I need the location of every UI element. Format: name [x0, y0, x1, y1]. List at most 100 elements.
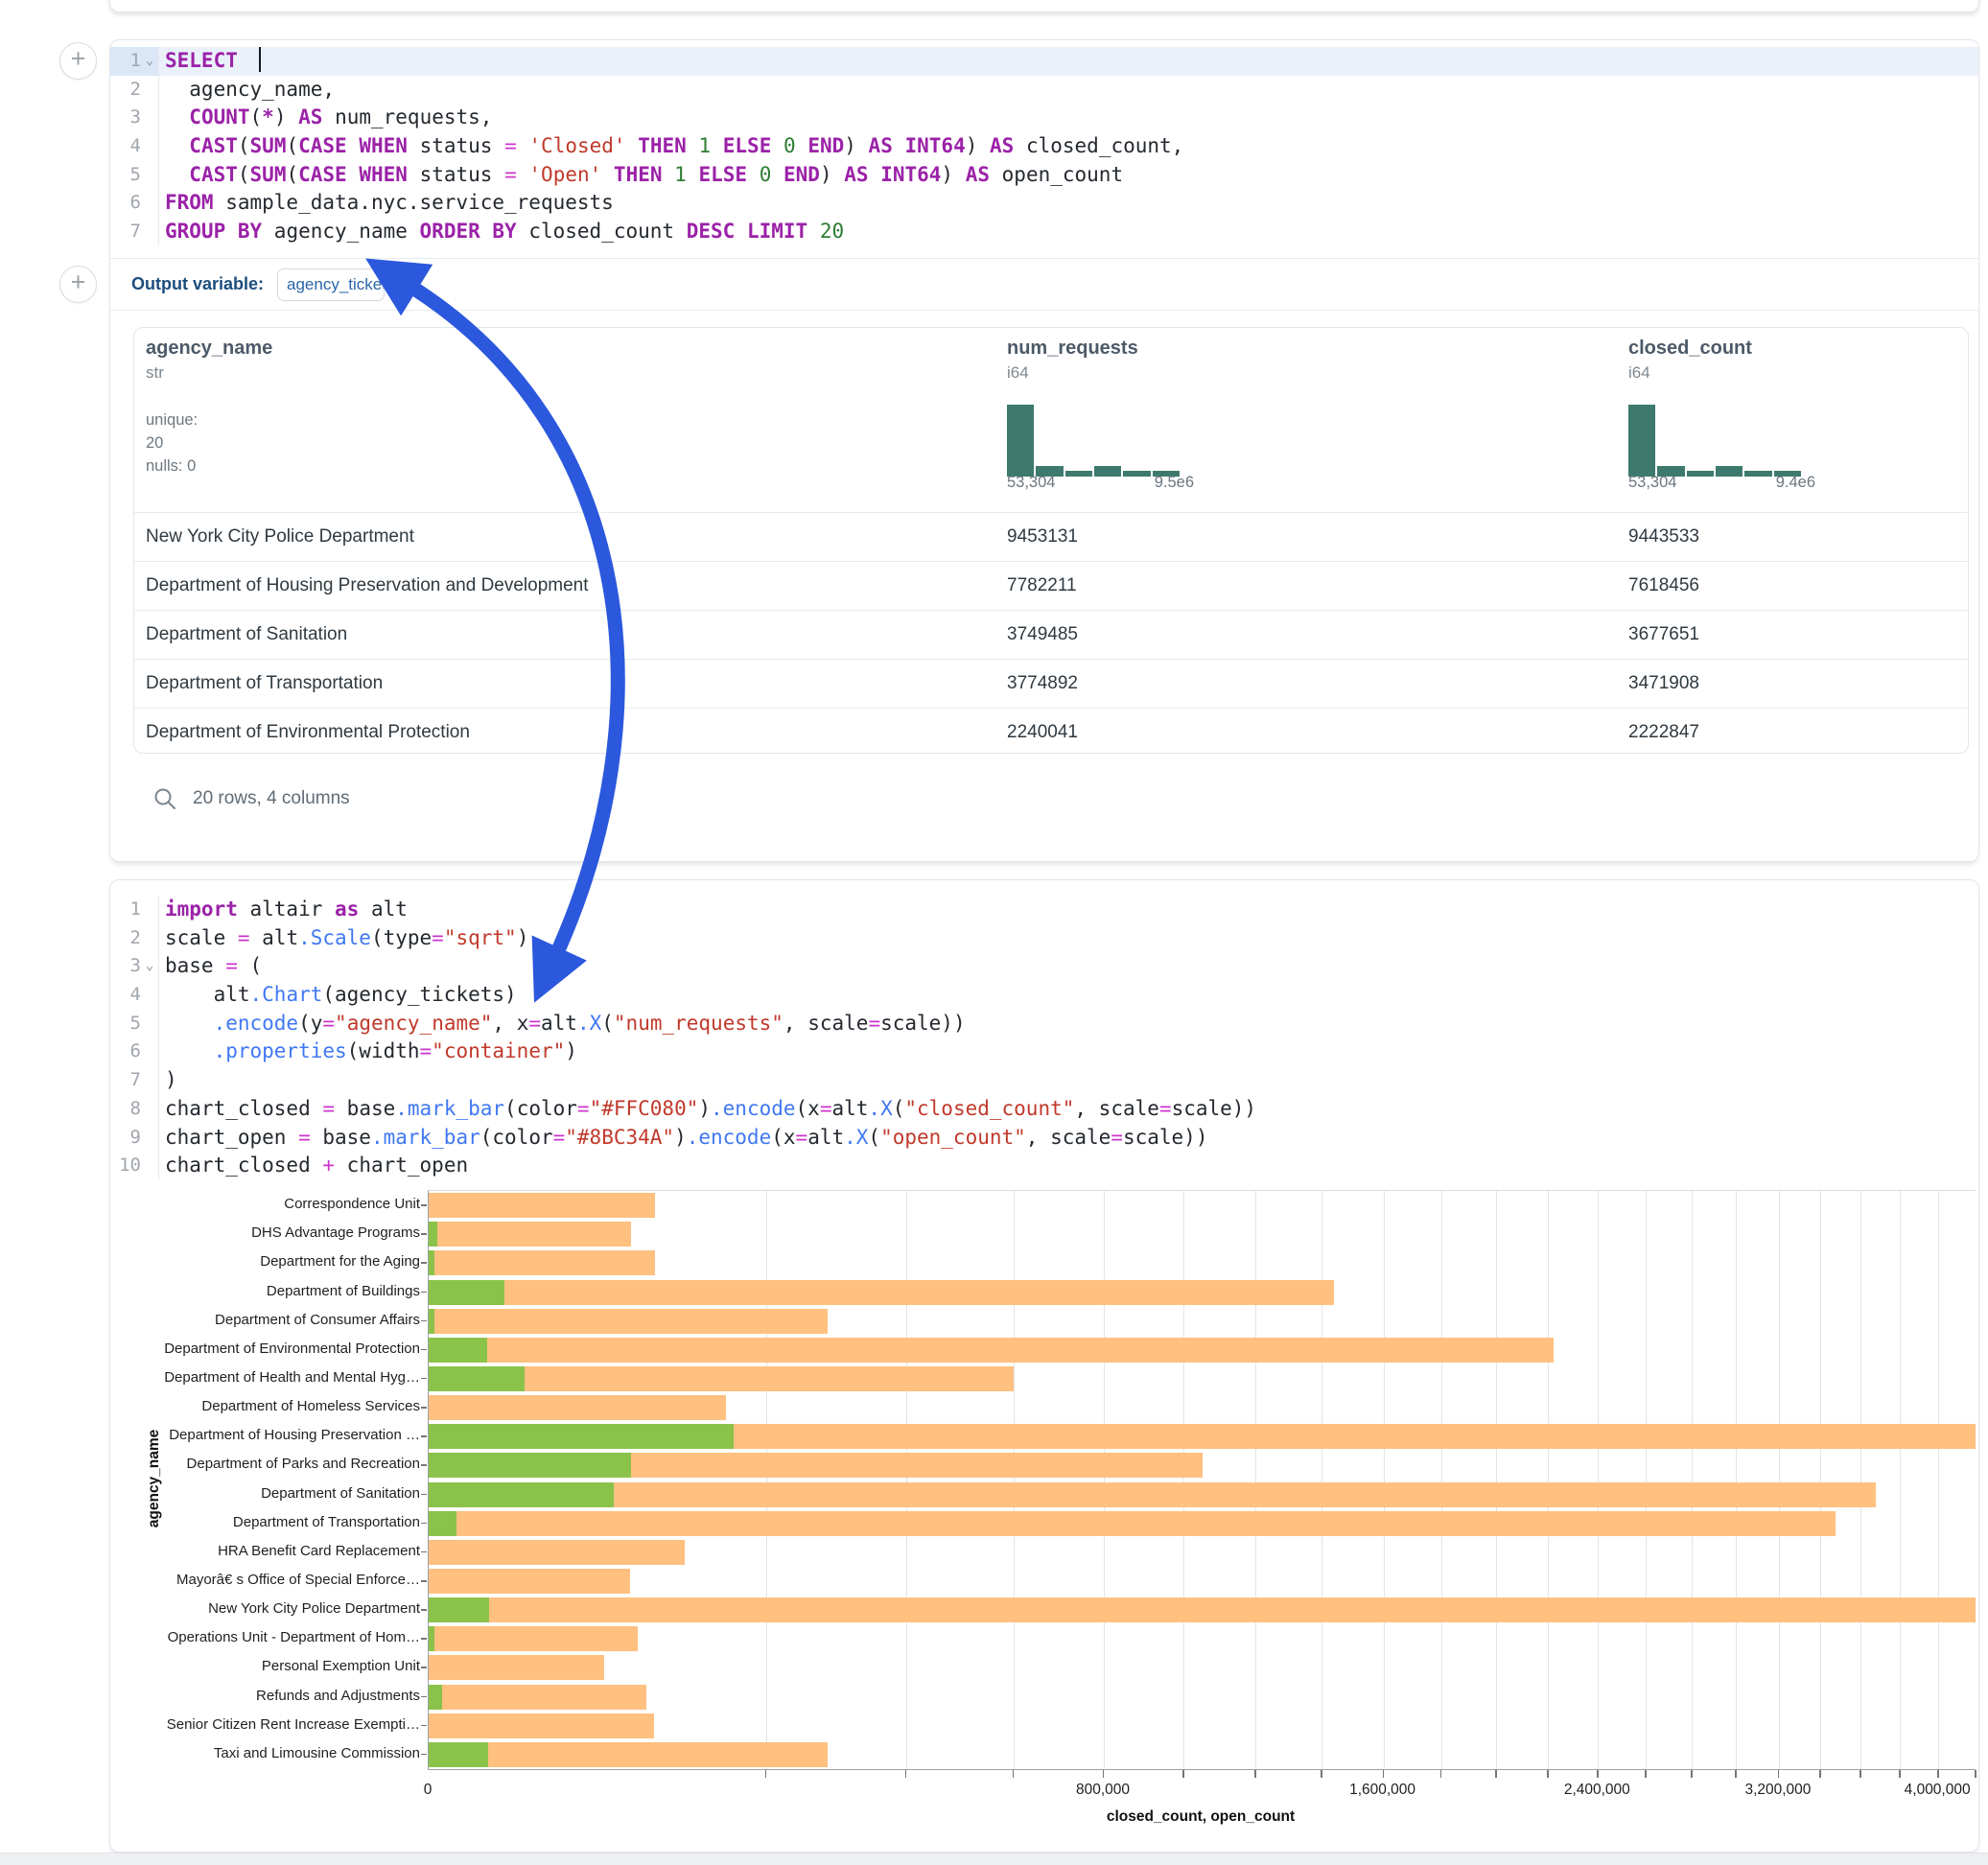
- x-axis-tick: [1495, 1770, 1497, 1778]
- table-cell: 7618456: [1628, 562, 1699, 610]
- output-variable-pill[interactable]: agency_tickets: [277, 268, 385, 301]
- x-axis-tick: [1859, 1770, 1861, 1778]
- code-line[interactable]: 6 .properties(width="container"): [110, 1037, 1978, 1066]
- open-count-bar: [429, 1250, 434, 1275]
- open-count-bar: [429, 1453, 631, 1478]
- gridline: [1255, 1191, 1256, 1769]
- y-axis-tick: [421, 1523, 427, 1525]
- table-cell: Department of Transportation: [146, 660, 383, 708]
- search-icon[interactable]: [152, 786, 177, 811]
- table-row[interactable]: Department of Sanitation37494853677651: [134, 610, 1968, 659]
- open-count-bar: [429, 1597, 489, 1622]
- closed-count-bar: [429, 1626, 638, 1651]
- code-line[interactable]: 8chart_closed = base.mark_bar(color="#FF…: [110, 1095, 1978, 1124]
- gridline: [1646, 1191, 1647, 1769]
- gridline: [1938, 1191, 1939, 1769]
- previous-cell-edge: [109, 0, 1979, 12]
- y-axis-tick: [421, 1754, 427, 1756]
- column-histogram: [1007, 405, 1180, 477]
- histogram-min: 53,304: [1007, 474, 1055, 492]
- x-axis-tick: [765, 1770, 767, 1778]
- code-line[interactable]: 6FROM sample_data.nyc.service_requests: [110, 189, 1978, 218]
- code-line[interactable]: 7): [110, 1066, 1978, 1095]
- table-row[interactable]: Department of Transportation377489234719…: [134, 659, 1968, 708]
- code-text: CAST(SUM(CASE WHEN status = 'Closed' THE…: [158, 132, 1978, 161]
- open-count-bar: [429, 1309, 434, 1334]
- code-line[interactable]: 3⌄base = (: [110, 952, 1978, 981]
- y-axis-label: Department of Parks and Recreation: [123, 1450, 420, 1479]
- table-row[interactable]: New York City Police Department 9453131 94…: [134, 512, 1968, 561]
- histogram-max: 9.5e6: [1155, 474, 1194, 492]
- add-cell-button[interactable]: +: [59, 266, 97, 303]
- gridline: [1736, 1191, 1737, 1769]
- next-cell-edge: [0, 1853, 1988, 1865]
- closed-count-bar: [429, 1540, 685, 1565]
- code-text: ): [158, 1066, 1978, 1095]
- code-line[interactable]: 3 COUNT(*) AS num_requests,: [110, 104, 1978, 132]
- y-axis-tick: [421, 1435, 427, 1437]
- fold-gutter: [141, 1095, 158, 1124]
- code-text: CAST(SUM(CASE WHEN status = 'Open' THEN …: [158, 161, 1978, 190]
- closed-count-bar: [429, 1685, 646, 1710]
- closed-count-bar: [429, 1655, 604, 1680]
- y-axis-label: New York City Police Department: [123, 1595, 420, 1623]
- fold-gutter: [141, 1124, 158, 1153]
- code-line[interactable]: 2 agency_name,: [110, 76, 1978, 105]
- table-cell: Department of Environmental Protection: [146, 709, 470, 754]
- add-cell-button[interactable]: +: [59, 42, 97, 80]
- code-line[interactable]: 4 alt.Chart(agency_tickets): [110, 981, 1978, 1010]
- code-line[interactable]: 9chart_open = base.mark_bar(color="#8BC3…: [110, 1124, 1978, 1153]
- fold-chevron-icon[interactable]: ⌄: [141, 952, 158, 981]
- code-line[interactable]: 5 .encode(y="agency_name", x=alt.X("num_…: [110, 1010, 1978, 1038]
- column-stats: unique: 20 nulls: 0: [146, 408, 198, 478]
- output-variable-label: Output variable:: [131, 274, 264, 294]
- python-cell-card: 1import altair as alt2scale = alt.Scale(…: [109, 879, 1979, 1853]
- table-cell: 9443533: [1628, 513, 1699, 561]
- closed-count-bar: [429, 1280, 1334, 1305]
- x-axis-tick: [1440, 1770, 1442, 1778]
- y-axis-tick: [421, 1349, 427, 1351]
- histogram-bar: [1628, 405, 1655, 477]
- closed-count-bar: [429, 1193, 655, 1218]
- line-number: 9: [110, 1124, 141, 1153]
- column-name: agency_name: [146, 338, 272, 360]
- code-text: GROUP BY agency_name ORDER BY closed_cou…: [158, 218, 1978, 246]
- table-cell: 9453131: [1007, 513, 1078, 561]
- gridline: [1548, 1191, 1549, 1769]
- code-text: base = (: [158, 952, 1978, 981]
- y-axis-tick: [421, 1551, 427, 1553]
- code-text: alt.Chart(agency_tickets): [158, 981, 1978, 1010]
- code-line[interactable]: 5 CAST(SUM(CASE WHEN status = 'Open' THE…: [110, 161, 1978, 190]
- table-row[interactable]: Department of Housing Preservation and D…: [134, 561, 1968, 610]
- code-line[interactable]: 1⌄SELECT: [110, 47, 1978, 76]
- y-axis-label: Personal Exemption Unit: [123, 1652, 420, 1681]
- table-cell: New York City Police Department: [146, 513, 414, 561]
- line-number: 1: [110, 896, 141, 924]
- y-axis-tick: [421, 1667, 427, 1668]
- x-axis-tick: [1597, 1770, 1599, 1778]
- x-axis-tick: [1735, 1770, 1737, 1778]
- fold-gutter: [141, 189, 158, 218]
- x-axis-label: 800,000: [1076, 1782, 1130, 1799]
- open-count-bar: [429, 1482, 614, 1507]
- closed-count-bar: [429, 1250, 655, 1275]
- x-axis-tick: [1645, 1770, 1647, 1778]
- code-line[interactable]: 2scale = alt.Scale(type="sqrt"): [110, 924, 1978, 953]
- open-count-bar: [429, 1685, 442, 1710]
- output-variable-value: agency_tickets: [287, 275, 385, 294]
- gridline: [766, 1191, 767, 1769]
- fold-gutter: [141, 1037, 158, 1066]
- table-row[interactable]: Department of Environmental Protection22…: [134, 708, 1968, 754]
- x-axis-tick: [1899, 1770, 1901, 1778]
- unique-count: unique: 20: [146, 408, 198, 455]
- gridline: [1900, 1191, 1901, 1769]
- code-line[interactable]: 1import altair as alt: [110, 896, 1978, 924]
- code-line[interactable]: 4 CAST(SUM(CASE WHEN status = 'Closed' T…: [110, 132, 1978, 161]
- code-line[interactable]: 7GROUP BY agency_name ORDER BY closed_co…: [110, 218, 1978, 246]
- y-axis-tick: [421, 1725, 427, 1727]
- closed-count-bar: [429, 1742, 828, 1767]
- fold-chevron-icon[interactable]: ⌄: [141, 47, 158, 76]
- line-number: 8: [110, 1095, 141, 1124]
- y-axis-label: Department of Health and Mental Hyg…: [123, 1364, 420, 1392]
- gridline: [1779, 1191, 1780, 1769]
